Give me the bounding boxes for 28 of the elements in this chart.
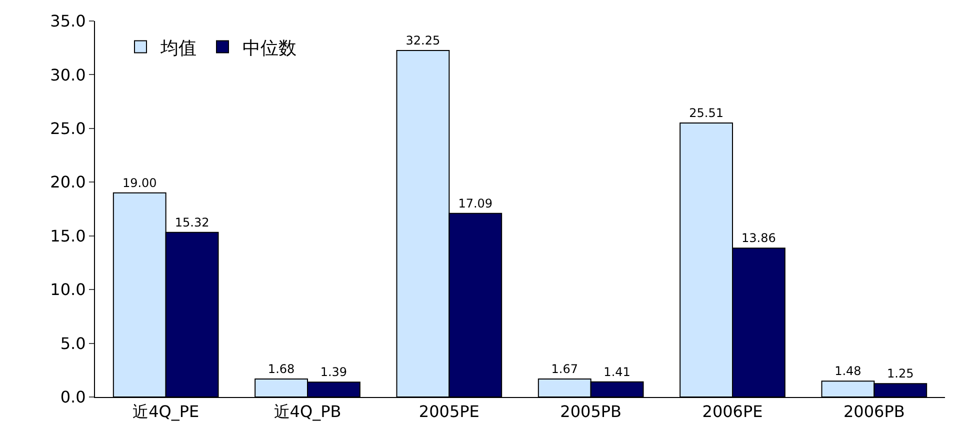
data-label: 1.25 [887,366,914,381]
x-tick-label: 2005PB [560,402,622,422]
data-label: 19.00 [122,176,157,190]
data-label: 1.39 [320,365,348,380]
data-label: 1.68 [268,362,295,376]
legend-label: 均值 [160,38,196,59]
x-tick-label: 2006PB [844,402,905,422]
data-label: 25.51 [689,106,724,120]
data-label: 1.67 [551,362,578,376]
y-tick-label: 25.0 [50,119,86,138]
data-label: 13.86 [742,231,776,246]
data-label: 1.41 [604,364,630,379]
data-label: 17.09 [458,196,493,210]
x-tick-label: 2006PE [702,402,763,422]
data-label: 15.32 [174,215,210,230]
data-label: 1.48 [834,364,862,378]
data-label: 32.25 [406,34,440,48]
legend-label: 中位数 [242,38,296,59]
y-tick-label: 15.0 [50,226,86,246]
x-tick-label: 近4Q_PB [274,402,342,422]
y-tick-label: 35.0 [50,12,86,31]
y-tick-label: 30.0 [50,65,86,84]
x-tick-label: 2005PE [418,402,480,422]
y-tick-label: 10.0 [50,280,86,300]
x-tick-label: 近4Q_PE [132,402,200,422]
y-tick-label: 20.0 [50,172,86,192]
y-tick-label: 0.0 [60,388,86,407]
y-tick-label: 5.0 [60,334,86,353]
